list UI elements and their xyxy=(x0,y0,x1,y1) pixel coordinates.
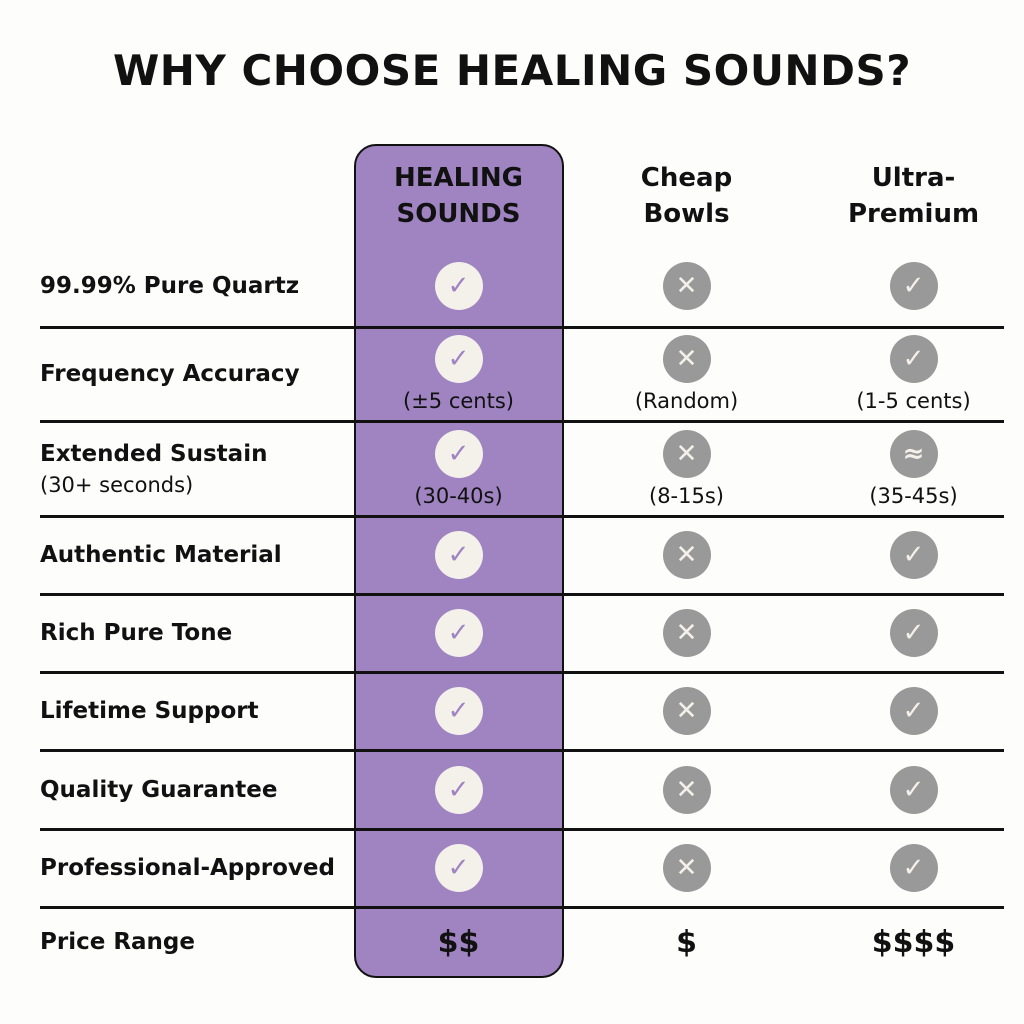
table-cell: ✕ xyxy=(582,672,791,750)
cell-note: (Random) xyxy=(634,389,739,413)
row-divider xyxy=(40,671,1004,674)
cell-note: (30-40s) xyxy=(414,483,503,508)
row-divider xyxy=(40,515,1004,518)
table-cell: ✓ xyxy=(354,516,563,594)
check-icon: ✓ xyxy=(434,335,483,383)
column-header-cheap-bowls: Cheap Bowls xyxy=(582,160,791,232)
check-icon: ✓ xyxy=(434,765,483,814)
row-divider xyxy=(40,326,1004,329)
cell-note: (±5 cents) xyxy=(403,389,514,413)
feature-name: Extended Sustain xyxy=(40,440,268,467)
table-cell: ✓ xyxy=(354,594,563,672)
row-label: Extended Sustain (30+ seconds) xyxy=(40,421,350,516)
check-icon: ✓ xyxy=(889,335,938,383)
table-cell: $ xyxy=(582,907,791,977)
column-header-line: Bowls xyxy=(643,199,730,229)
feature-name: 99.99% Pure Quartz xyxy=(40,273,300,299)
table-cell: ✓ xyxy=(354,672,563,750)
table-cell: ✕ xyxy=(582,245,791,327)
table-cell: ✕ xyxy=(582,516,791,594)
table-cell: ✓ xyxy=(809,750,1018,829)
feature-name: Rich Pure Tone xyxy=(40,620,233,646)
price-value: $$$$ xyxy=(871,924,956,960)
column-header-line: SOUNDS xyxy=(396,199,521,229)
check-icon: ✓ xyxy=(889,262,938,310)
cell-note: (8-15s) xyxy=(649,483,724,508)
check-icon: ✓ xyxy=(434,531,483,579)
table-cell: ✓ xyxy=(809,829,1018,907)
feature-name: Quality Guarantee xyxy=(40,776,278,803)
table-cell: ≈ (35-45s) xyxy=(809,421,1018,516)
cross-icon: ✕ xyxy=(662,687,711,735)
row-divider xyxy=(40,420,1004,423)
column-header-line: HEALING xyxy=(394,163,523,193)
row-label: Frequency Accuracy xyxy=(40,327,350,421)
feature-sublabel: (30+ seconds) xyxy=(40,472,194,497)
column-header-ultra-premium: Ultra- Premium xyxy=(809,160,1018,232)
table-cell: ✓ xyxy=(809,672,1018,750)
table-cell: ✓ (±5 cents) xyxy=(354,327,563,421)
feature-name: Authentic Material xyxy=(40,542,282,568)
row-label: 99.99% Pure Quartz xyxy=(40,245,350,327)
table-cell: ✓ xyxy=(354,750,563,829)
check-icon: ✓ xyxy=(434,844,483,892)
check-icon: ✓ xyxy=(889,687,938,735)
table-cell: ✓ xyxy=(354,245,563,327)
cross-icon: ✕ xyxy=(662,844,711,892)
row-label: Rich Pure Tone xyxy=(40,594,350,672)
table-cell: ✓ (30-40s) xyxy=(354,421,563,516)
feature-name: Price Range xyxy=(40,929,195,955)
row-divider xyxy=(40,749,1004,752)
check-icon: ✓ xyxy=(889,765,938,814)
check-icon: ✓ xyxy=(889,844,938,892)
page-title: WHY CHOOSE HEALING SOUNDS? xyxy=(112,46,912,95)
table-cell: ✕ xyxy=(582,594,791,672)
price-value: $$ xyxy=(437,924,480,960)
column-header-healing-sounds: HEALING SOUNDS xyxy=(354,160,563,232)
check-icon: ✓ xyxy=(434,429,483,478)
row-divider xyxy=(40,593,1004,596)
table-cell: $$ xyxy=(354,907,563,977)
feature-name: Frequency Accuracy xyxy=(40,361,300,387)
table-cell: $$$$ xyxy=(809,907,1018,977)
cross-icon: ✕ xyxy=(662,765,711,814)
table-cell: ✓ (1-5 cents) xyxy=(809,327,1018,421)
row-label: Professional-Approved xyxy=(40,829,350,907)
check-icon: ✓ xyxy=(434,609,483,657)
table-cell: ✓ xyxy=(354,829,563,907)
table-cell: ✕ (8-15s) xyxy=(582,421,791,516)
table-cell: ✓ xyxy=(809,516,1018,594)
row-divider xyxy=(40,828,1004,831)
cell-note: (1-5 cents) xyxy=(856,389,971,413)
check-icon: ✓ xyxy=(889,531,938,579)
row-label: Price Range xyxy=(40,907,350,977)
feature-name: Professional-Approved xyxy=(40,855,335,881)
table-cell: ✕ xyxy=(582,829,791,907)
column-header-line: Cheap xyxy=(640,163,733,193)
check-icon: ✓ xyxy=(434,687,483,735)
table-cell: ✓ xyxy=(809,594,1018,672)
cross-icon: ✕ xyxy=(662,429,711,478)
cross-icon: ✕ xyxy=(662,262,711,310)
cell-note: (35-45s) xyxy=(869,483,958,508)
table-cell: ✕ xyxy=(582,750,791,829)
check-icon: ✓ xyxy=(889,609,938,657)
row-label: Authentic Material xyxy=(40,516,350,594)
row-label: Lifetime Support xyxy=(40,672,350,750)
column-header-line: Premium xyxy=(847,199,980,229)
cross-icon: ✕ xyxy=(662,609,711,657)
row-divider xyxy=(40,906,1004,909)
row-label: Quality Guarantee xyxy=(40,750,350,829)
table-cell: ✕ (Random) xyxy=(582,327,791,421)
table-cell: ✓ xyxy=(809,245,1018,327)
cross-icon: ✕ xyxy=(662,335,711,383)
cross-icon: ✕ xyxy=(662,531,711,579)
price-value: $ xyxy=(676,924,697,960)
feature-name: Lifetime Support xyxy=(40,698,259,724)
check-icon: ✓ xyxy=(434,262,483,310)
column-header-line: Ultra- xyxy=(871,163,956,193)
approx-icon: ≈ xyxy=(889,429,938,478)
